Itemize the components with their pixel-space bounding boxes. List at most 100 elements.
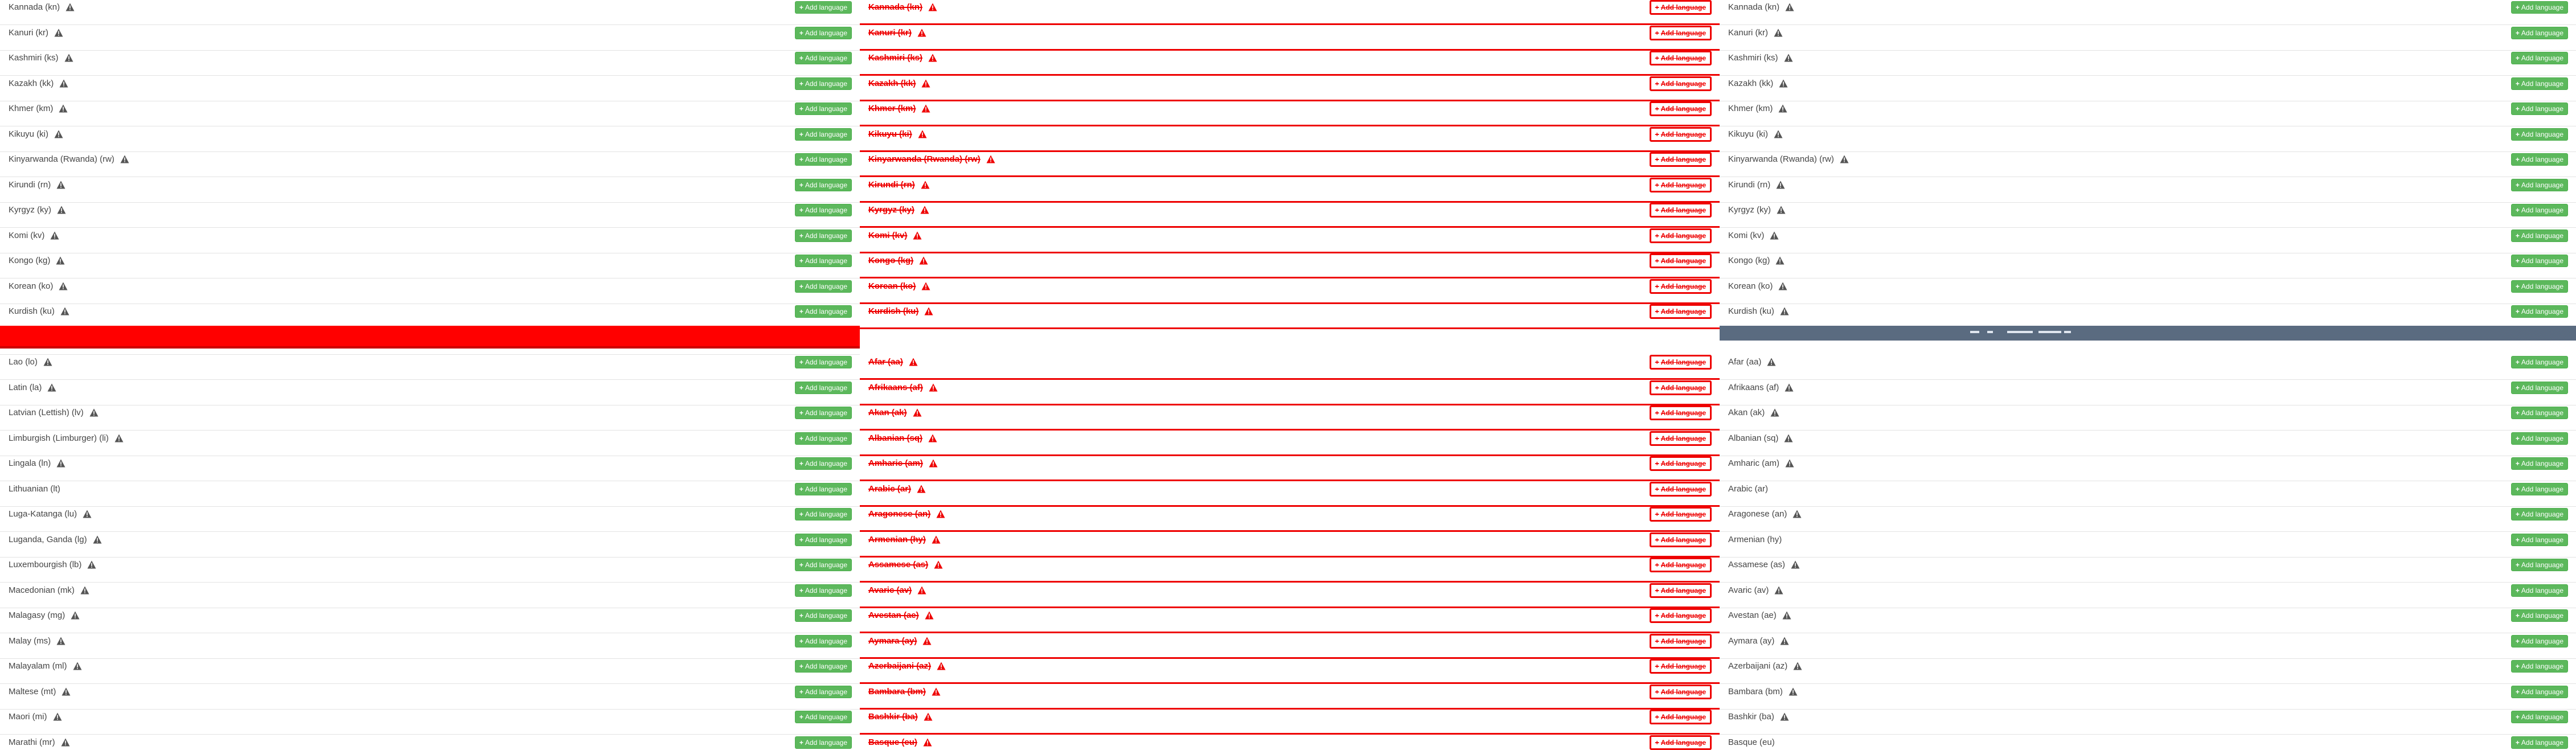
add-language-button[interactable]: +Add language	[2511, 533, 2568, 546]
add-language-button[interactable]: +Add language	[1649, 608, 1712, 623]
add-language-button[interactable]: +Add language	[794, 533, 852, 546]
add-language-button[interactable]: +Add language	[2511, 178, 2568, 191]
add-language-button[interactable]: +Add language	[2511, 1, 2568, 14]
add-language-button[interactable]: +Add language	[2511, 407, 2568, 419]
add-language-button[interactable]: +Add language	[794, 660, 852, 673]
add-language-button[interactable]: +Add language	[794, 609, 852, 622]
add-language-label: Add language	[2521, 155, 2563, 163]
add-language-button[interactable]: +Add language	[2511, 204, 2568, 216]
add-language-button[interactable]: +Add language	[2511, 584, 2568, 597]
add-language-label: Add language	[805, 637, 847, 645]
add-language-button[interactable]: +Add language	[1649, 380, 1712, 395]
add-language-button[interactable]: +Add language	[1649, 177, 1712, 192]
add-language-button[interactable]: +Add language	[1649, 203, 1712, 218]
warning-icon	[921, 281, 930, 295]
add-language-button[interactable]: +Add language	[794, 432, 852, 445]
add-language-button[interactable]: +Add language	[1649, 101, 1712, 116]
language-row: Kazakh (kk) + Add language	[0, 76, 860, 101]
add-language-button[interactable]: +Add language	[1649, 431, 1712, 446]
add-language-button[interactable]: +Add language	[2511, 457, 2568, 470]
add-language-button[interactable]: +Add language	[794, 508, 852, 521]
language-name: Kongo (kg)	[1728, 253, 1785, 269]
add-language-button[interactable]: +Add language	[2511, 432, 2568, 445]
add-language-button[interactable]: +Add language	[2511, 711, 2568, 723]
add-language-button[interactable]: +Add language	[2511, 482, 2568, 495]
add-language-button[interactable]: +Add language	[794, 305, 852, 318]
add-language-button[interactable]: +Add language	[1649, 126, 1712, 142]
add-language-button[interactable]: +Add language	[794, 153, 852, 166]
add-language-button[interactable]: +Add language	[2511, 52, 2568, 64]
add-language-button[interactable]: +Add language	[2511, 229, 2568, 242]
warning-icon	[1791, 559, 1800, 573]
add-language-button[interactable]: +Add language	[2511, 255, 2568, 267]
add-language-button[interactable]: +Add language	[1649, 583, 1712, 598]
add-language-button[interactable]: +Add language	[1649, 304, 1712, 319]
language-name: Aragonese (an)	[1728, 507, 1802, 523]
add-language-button[interactable]: +Add language	[2511, 305, 2568, 318]
add-language-button[interactable]: +Add language	[794, 482, 852, 495]
add-language-button[interactable]: +Add language	[2511, 280, 2568, 293]
add-language-button[interactable]: +Add language	[1649, 735, 1712, 750]
add-language-button[interactable]: +Add language	[794, 736, 852, 749]
add-language-button[interactable]: +Add language	[2511, 103, 2568, 115]
add-language-button[interactable]: +Add language	[2511, 634, 2568, 647]
add-language-button[interactable]: +Add language	[1649, 51, 1712, 65]
add-language-label: Add language	[2521, 561, 2563, 569]
language-name: Aragonese (an)	[868, 507, 945, 523]
add-language-button[interactable]: +Add language	[794, 77, 852, 90]
add-language-button[interactable]: +Add language	[1649, 152, 1712, 167]
add-language-button[interactable]: +Add language	[794, 559, 852, 571]
add-language-button[interactable]: +Add language	[794, 255, 852, 267]
add-language-button[interactable]: +Add language	[2511, 685, 2568, 698]
warning-icon	[54, 27, 63, 42]
add-language-button[interactable]: +Add language	[794, 204, 852, 216]
add-language-button[interactable]: +Add language	[1649, 405, 1712, 420]
add-language-button[interactable]: +Add language	[1649, 507, 1712, 522]
add-language-button[interactable]: +Add language	[1649, 278, 1712, 294]
add-language-button[interactable]: +Add language	[794, 685, 852, 698]
add-language-button[interactable]: +Add language	[2511, 153, 2568, 166]
add-language-button[interactable]: +Add language	[1649, 481, 1712, 497]
add-language-button[interactable]: +Add language	[1649, 456, 1712, 471]
add-language-button[interactable]: +Add language	[1649, 253, 1712, 268]
add-language-button[interactable]: +Add language	[794, 26, 852, 39]
add-language-button[interactable]: +Add language	[2511, 660, 2568, 673]
add-language-button[interactable]: +Add language	[1649, 25, 1712, 40]
add-language-button[interactable]: +Add language	[794, 103, 852, 115]
add-language-button[interactable]: +Add language	[2511, 736, 2568, 749]
add-language-button[interactable]: +Add language	[2511, 609, 2568, 622]
add-language-button[interactable]: +Add language	[1649, 532, 1712, 547]
add-language-button[interactable]: +Add language	[1649, 684, 1712, 699]
add-language-button[interactable]: +Add language	[794, 1, 852, 14]
add-language-button[interactable]: +Add language	[2511, 508, 2568, 521]
add-language-button[interactable]: +Add language	[794, 52, 852, 64]
add-language-button[interactable]: +Add language	[794, 634, 852, 647]
language-row: Aragonese (an) + Add language	[860, 507, 1720, 532]
add-language-button[interactable]: +Add language	[2511, 128, 2568, 141]
add-language-button[interactable]: +Add language	[1649, 355, 1712, 370]
add-language-button[interactable]: +Add language	[794, 381, 852, 394]
add-language-button[interactable]: +Add language	[2511, 77, 2568, 90]
add-language-button[interactable]: +Add language	[2511, 26, 2568, 39]
add-language-button[interactable]: +Add language	[2511, 356, 2568, 368]
add-language-button[interactable]: +Add language	[794, 280, 852, 293]
add-language-button[interactable]: +Add language	[794, 178, 852, 191]
warning-icon	[1780, 636, 1789, 650]
add-language-button[interactable]: +Add language	[2511, 559, 2568, 571]
add-language-button[interactable]: +Add language	[794, 229, 852, 242]
add-language-button[interactable]: +Add language	[794, 407, 852, 419]
add-language-button[interactable]: +Add language	[794, 356, 852, 368]
add-language-button[interactable]: +Add language	[1649, 558, 1712, 572]
add-language-button[interactable]: +Add language	[794, 711, 852, 723]
add-language-button[interactable]: +Add language	[1649, 228, 1712, 243]
add-language-button[interactable]: +Add language	[1649, 76, 1712, 91]
add-language-button[interactable]: +Add language	[794, 128, 852, 141]
add-language-button[interactable]: +Add language	[1649, 633, 1712, 649]
add-language-button[interactable]: +Add language	[1649, 659, 1712, 674]
warning-icon	[923, 737, 932, 750]
add-language-button[interactable]: +Add language	[1649, 0, 1712, 15]
add-language-button[interactable]: +Add language	[794, 584, 852, 597]
add-language-button[interactable]: +Add language	[794, 457, 852, 470]
add-language-button[interactable]: +Add language	[1649, 710, 1712, 724]
add-language-button[interactable]: +Add language	[2511, 381, 2568, 394]
